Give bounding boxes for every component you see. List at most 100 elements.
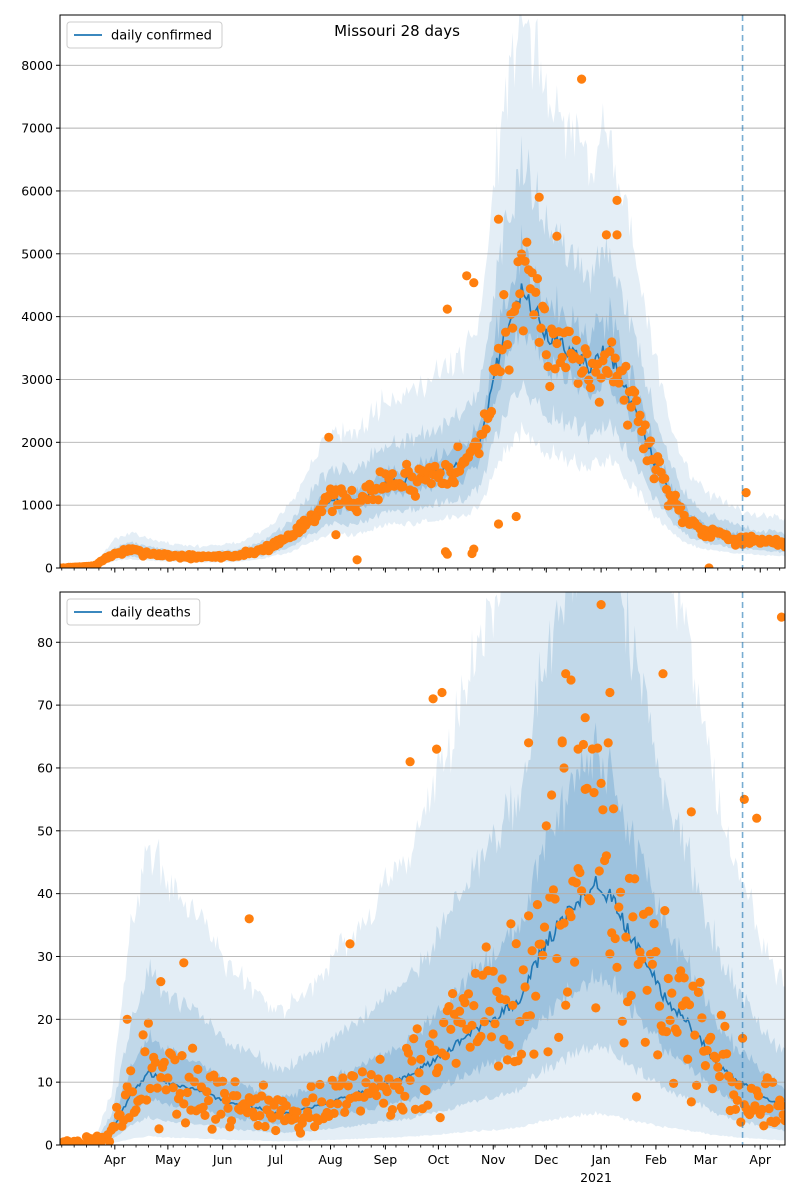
observed-point [131, 1105, 141, 1115]
observed-point [414, 1068, 424, 1078]
observed-point [409, 1034, 419, 1044]
observed-point [308, 1093, 318, 1103]
observed-point [198, 1102, 208, 1112]
observed-point [432, 744, 442, 754]
observed-point [469, 278, 479, 288]
observed-point [661, 1027, 672, 1037]
observed-point [676, 502, 686, 512]
observed-point [356, 1106, 366, 1116]
observed-point [518, 965, 528, 975]
observed-point [511, 301, 521, 311]
uncertainty-band-3 [60, 15, 785, 568]
observed-point [493, 519, 504, 529]
observed-point [626, 402, 636, 412]
observed-point [138, 1030, 148, 1040]
observed-point [501, 995, 511, 1005]
observed-point [412, 1024, 422, 1034]
observed-point [771, 1116, 781, 1126]
observed-point [547, 790, 557, 800]
observed-point [448, 989, 458, 999]
observed-point [667, 988, 677, 998]
observed-point [605, 346, 615, 356]
observed-point [223, 1103, 233, 1113]
y-tick-label: 7000 [21, 121, 53, 136]
observed-point [637, 954, 647, 964]
observed-point [324, 432, 334, 442]
observed-point [474, 449, 484, 459]
observed-point [644, 906, 654, 916]
observed-point [573, 744, 583, 754]
observed-point [647, 959, 658, 969]
observed-point [623, 420, 633, 430]
observed-point [739, 794, 749, 805]
observed-point [446, 1024, 456, 1034]
observed-point [502, 340, 512, 350]
observed-point [702, 1045, 712, 1055]
y-tick-label: 1000 [21, 498, 53, 513]
observed-point [764, 1104, 774, 1114]
observed-point [317, 1097, 327, 1107]
observed-point [449, 478, 459, 488]
observed-point [734, 1080, 744, 1090]
observed-point [175, 1088, 185, 1099]
observed-point [646, 436, 656, 446]
observed-point [104, 1136, 115, 1145]
observed-point [686, 1097, 696, 1107]
observed-point [493, 214, 504, 224]
observed-point [481, 942, 491, 952]
observed-point [501, 327, 511, 337]
observed-point [706, 1032, 716, 1042]
axes-frame [59, 14, 786, 569]
observed-point [534, 337, 544, 347]
x-tick-label: Jun [212, 1152, 233, 1167]
observed-point [292, 1107, 302, 1117]
observed-point [407, 1056, 417, 1066]
observed-point [695, 977, 705, 988]
observed-point [596, 778, 606, 789]
observed-point [665, 1015, 675, 1025]
legend-label: daily confirmed [111, 29, 212, 44]
observed-point [258, 1080, 268, 1090]
observed-point [485, 1006, 495, 1016]
observed-point [516, 1049, 527, 1059]
observed-point [306, 1081, 316, 1092]
observed-point [688, 981, 698, 991]
observed-point [244, 914, 254, 924]
observed-point [428, 1029, 438, 1039]
observed-point [508, 323, 518, 333]
observed-point [416, 1054, 426, 1064]
observed-point [640, 420, 650, 430]
observed-point [513, 257, 523, 267]
observed-point [486, 406, 497, 417]
confirmed-panel: 0 1000 2000 3000 4000 5000 6000 7000 8000 daily c… [21, 14, 786, 576]
observed-point [202, 1087, 212, 1097]
observed-point [550, 364, 560, 374]
observed-point [442, 304, 452, 314]
observed-point [435, 1113, 445, 1123]
observed-point [150, 1057, 161, 1067]
observed-point [780, 542, 785, 552]
observed-point [527, 268, 537, 278]
observed-point [601, 851, 612, 861]
y-tick-label: 10 [37, 1075, 53, 1090]
observed-point [738, 1033, 748, 1043]
observed-point [486, 1032, 497, 1042]
observed-point [654, 457, 665, 467]
observed-point [557, 738, 567, 748]
observed-point [621, 932, 631, 942]
observed-point [172, 1109, 182, 1119]
observed-point [660, 906, 670, 916]
observed-point [488, 966, 498, 976]
observed-point [669, 1078, 679, 1088]
observed-point [221, 1095, 231, 1105]
observed-point [453, 441, 463, 452]
observed-point [398, 481, 408, 492]
observed-point [750, 1101, 760, 1111]
observed-point [670, 490, 681, 500]
observed-point [608, 804, 619, 814]
observed-point [559, 918, 569, 928]
observed-point [218, 1076, 228, 1086]
y-tick-label: 0 [45, 561, 53, 576]
observed-point [612, 962, 622, 973]
observed-point [156, 977, 166, 987]
